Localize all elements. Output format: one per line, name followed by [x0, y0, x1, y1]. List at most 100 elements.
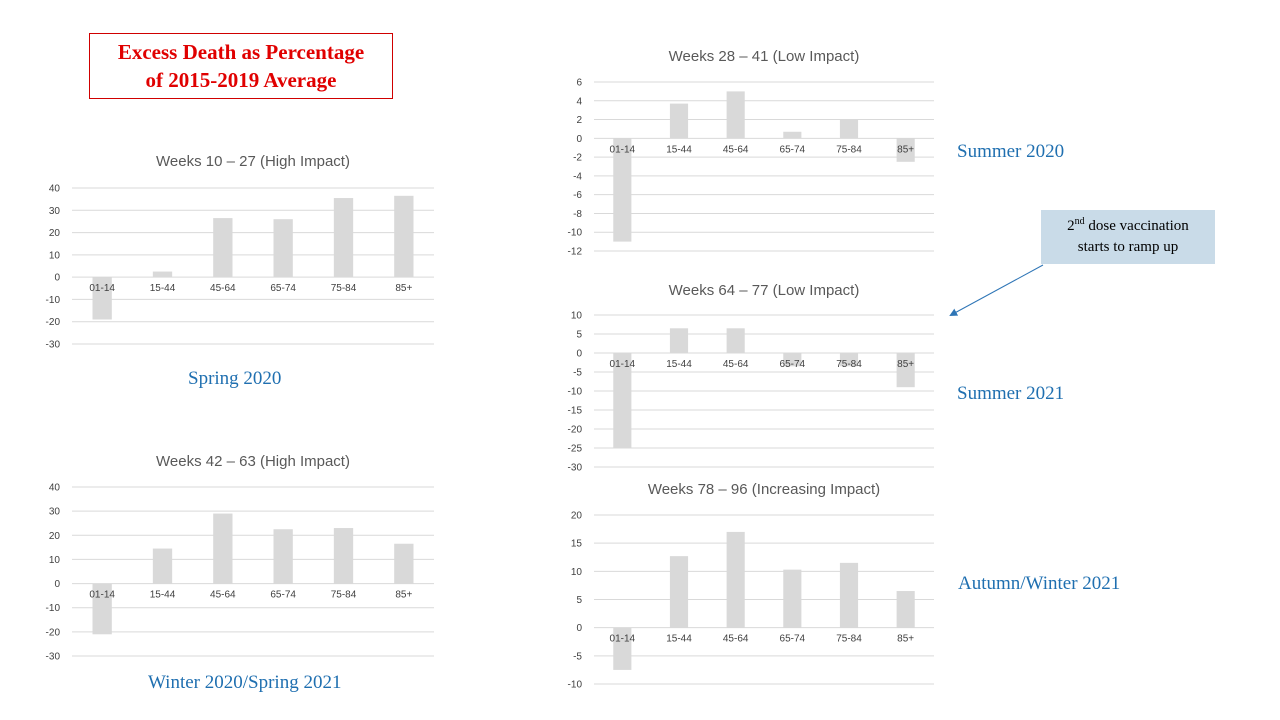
y-tick-label: -20 — [46, 317, 61, 328]
x-tick-label: 15-44 — [666, 634, 692, 645]
vaccination-callout: 2nd dose vaccination starts to ramp up — [1041, 210, 1215, 264]
x-tick-label: 01-14 — [89, 283, 115, 294]
bar — [839, 353, 859, 367]
y-tick-label: 2 — [576, 115, 582, 126]
bar — [92, 277, 112, 320]
chart-svg: Weeks 10 – 27 (High Impact) 40 30 20 10 0 -10 -… — [46, 153, 434, 351]
y-tick-label: 4 — [576, 96, 582, 107]
y-tick-label: 0 — [54, 579, 60, 590]
chart-title: Weeks 10 – 27 (High Impact) — [156, 153, 350, 170]
bar — [92, 583, 112, 635]
x-tick-label: 15-44 — [666, 144, 692, 155]
bar — [613, 353, 632, 448]
bar — [896, 138, 915, 162]
bar — [394, 543, 414, 584]
x-tick-label: 85+ — [897, 634, 914, 645]
chart-title: Weeks 78 – 96 (Increasing Impact) — [648, 481, 880, 498]
bar — [333, 528, 354, 584]
y-tick-label: 5 — [576, 330, 582, 341]
x-tick-label: 75-84 — [331, 590, 357, 601]
y-tick-label: -10 — [568, 228, 583, 239]
bar — [669, 328, 689, 353]
chart-weeks-78-96: Weeks 78 – 96 (Increasing Impact) 20 15 10 5… — [544, 480, 938, 691]
x-tick-label: 75-84 — [331, 283, 357, 294]
main-title-line1: Excess Death as Percentage — [117, 40, 365, 64]
bar — [783, 569, 802, 628]
y-tick-label: 40 — [49, 483, 61, 494]
bar — [839, 119, 859, 139]
x-tick-label: 01-14 — [610, 144, 636, 155]
y-tick-label: 10 — [571, 311, 583, 322]
x-tick-label: 01-14 — [610, 634, 636, 645]
callout-arrow-line — [949, 264, 1044, 316]
y-tick-label: -12 — [568, 247, 583, 258]
chart-weeks-28-41: Weeks 28 – 41 (Low Impact) 6 4 2 0 -2 -4 -6 -8 -1… — [544, 47, 938, 258]
bar — [213, 513, 233, 584]
x-tick-label: 15-44 — [150, 590, 176, 601]
bar — [394, 195, 414, 278]
chart-svg: Weeks 42 – 63 (High Impact) 40 30 20 10 0 -10 -… — [46, 453, 434, 663]
main-title: Excess Death as Percentage of 2015-2019 … — [89, 33, 393, 99]
chart-svg: Weeks 78 – 96 (Increasing Impact) 20 15 10 5… — [568, 481, 934, 691]
x-tick-label: 65-74 — [780, 144, 806, 155]
y-tick-label: 10 — [571, 567, 583, 578]
season-label-winter-2020: Winter 2020/Spring 2021 — [148, 672, 342, 693]
y-tick-label: 20 — [49, 228, 61, 239]
y-tick-label: 15 — [571, 539, 583, 550]
y-tick-label: 10 — [49, 250, 61, 261]
x-tick-label: 65-74 — [270, 283, 296, 294]
y-tick-label: -10 — [46, 603, 61, 614]
bar — [726, 91, 745, 139]
y-tick-label: -8 — [573, 209, 582, 220]
bar — [783, 353, 802, 367]
y-tick-label: 30 — [49, 206, 61, 217]
chart-weeks-42-63: Weeks 42 – 63 (High Impact) 40 30 20 10 0 -10 -… — [22, 452, 438, 663]
x-tick-label: 75-84 — [836, 359, 862, 370]
bar — [726, 328, 745, 353]
chart-title: Weeks 28 – 41 (Low Impact) — [669, 48, 860, 65]
callout-line1: 2nd dose vaccination — [1067, 216, 1189, 235]
x-tick-label: 65-74 — [780, 359, 806, 370]
x-tick-label: 45-64 — [723, 144, 749, 155]
x-tick-label: 45-64 — [210, 283, 236, 294]
bar — [273, 529, 293, 584]
season-label-spring-2020: Spring 2020 — [188, 368, 282, 389]
y-tick-label: 0 — [576, 623, 582, 634]
y-tick-label: -5 — [573, 368, 582, 379]
y-tick-label: -5 — [573, 651, 582, 662]
chart-title: Weeks 42 – 63 (High Impact) — [156, 453, 350, 470]
y-tick-label: 0 — [54, 273, 60, 284]
bar — [783, 131, 802, 139]
y-tick-label: 20 — [49, 531, 61, 542]
y-tick-label: -4 — [573, 171, 582, 182]
y-tick-label: 20 — [571, 511, 583, 522]
y-tick-label: -6 — [573, 190, 582, 201]
y-tick-label: 0 — [576, 349, 582, 360]
x-tick-label: 65-74 — [270, 590, 296, 601]
bar — [613, 627, 632, 670]
bar — [669, 556, 689, 628]
x-tick-label: 45-64 — [210, 590, 236, 601]
x-tick-label: 45-64 — [723, 359, 749, 370]
bar — [896, 591, 915, 628]
y-tick-label: 6 — [576, 78, 582, 89]
bar — [152, 548, 173, 584]
bar — [669, 103, 689, 139]
y-tick-label: -2 — [573, 153, 582, 164]
bar — [273, 219, 293, 278]
y-tick-label: 10 — [49, 555, 61, 566]
x-tick-label: 15-44 — [150, 283, 176, 294]
y-tick-label: 0 — [576, 134, 582, 145]
y-tick-label: -20 — [568, 425, 583, 436]
x-tick-label: 85+ — [897, 144, 914, 155]
x-tick-label: 65-74 — [780, 634, 806, 645]
y-tick-label: -20 — [46, 627, 61, 638]
x-tick-label: 85+ — [395, 283, 412, 294]
bar — [896, 353, 915, 388]
chart-weeks-10-27: Weeks 10 – 27 (High Impact) 40 30 20 10 0 -10 -… — [22, 152, 438, 351]
x-tick-label: 75-84 — [836, 634, 862, 645]
chart-title: Weeks 64 – 77 (Low Impact) — [669, 282, 860, 299]
x-tick-label: 75-84 — [836, 144, 862, 155]
y-tick-label: -10 — [568, 387, 583, 398]
